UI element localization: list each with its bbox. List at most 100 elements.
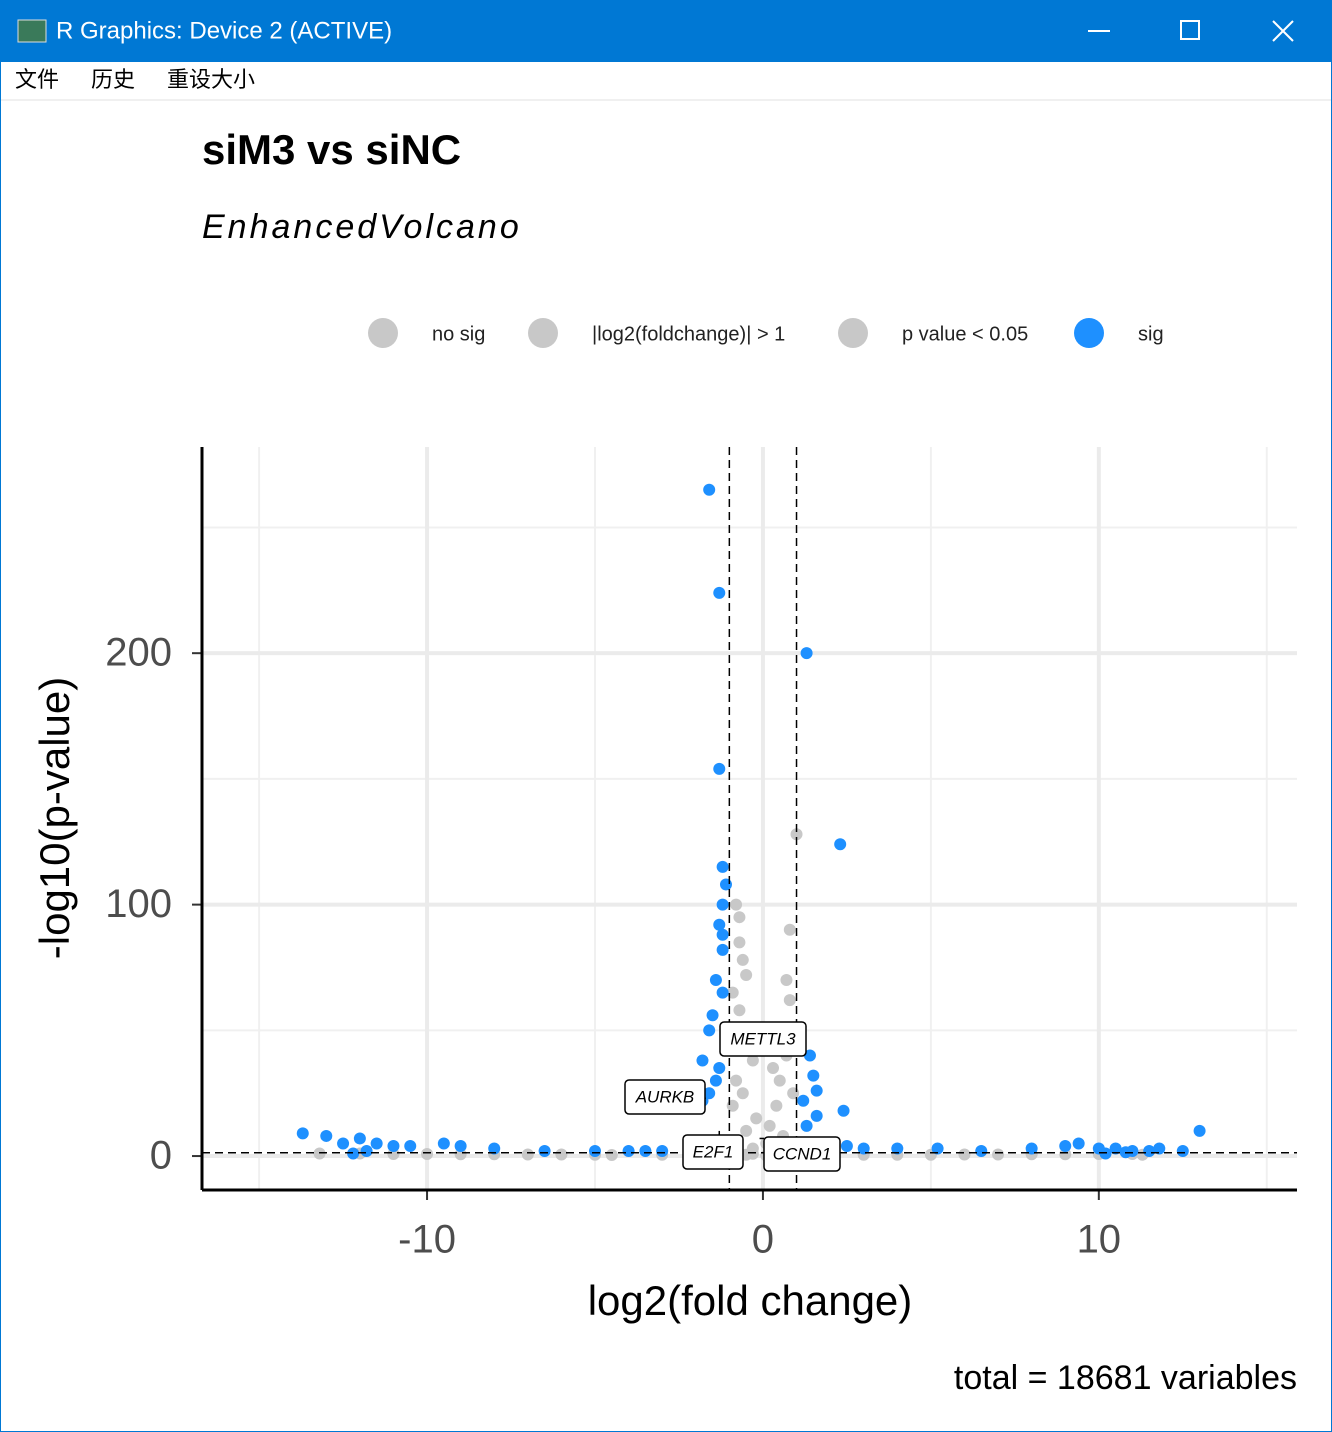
data-point — [834, 838, 847, 851]
data-point — [1059, 1139, 1072, 1152]
data-point — [622, 1145, 635, 1158]
data-point — [1025, 1142, 1038, 1155]
data-point — [454, 1139, 467, 1152]
window-title: R Graphics: Device 2 (ACTIVE) — [56, 17, 392, 44]
data-point — [713, 918, 726, 931]
data-point — [790, 828, 803, 841]
data-point — [733, 1004, 746, 1017]
legend-label: no sig — [432, 323, 485, 345]
data-point — [958, 1148, 971, 1161]
data-point — [767, 1062, 780, 1075]
data-point — [353, 1132, 366, 1145]
data-point — [797, 1094, 810, 1107]
annotation-label: AURKB — [635, 1087, 695, 1106]
y-tick-label: 100 — [105, 882, 172, 926]
data-point — [810, 1084, 823, 1097]
data-point — [656, 1145, 669, 1158]
data-point — [719, 878, 732, 891]
data-point — [1099, 1147, 1112, 1160]
annotation-label: METTL3 — [730, 1029, 796, 1048]
x-axis-label: log2(fold change) — [588, 1277, 913, 1324]
data-point — [730, 898, 743, 911]
y-tick-label: 200 — [105, 631, 172, 675]
data-point — [770, 1099, 783, 1112]
data-point — [387, 1139, 400, 1152]
menu-item[interactable]: 文件 — [15, 67, 59, 92]
data-point — [716, 928, 729, 941]
menu-item[interactable]: 历史 — [91, 67, 135, 92]
data-point — [360, 1145, 373, 1158]
data-point — [857, 1142, 870, 1155]
data-point — [703, 1024, 716, 1037]
data-point — [740, 969, 753, 982]
data-point — [639, 1145, 652, 1158]
chart-title: siM3 vs siNC — [202, 126, 461, 173]
data-point — [605, 1149, 618, 1162]
chart-subtitle: EnhancedVolcano — [202, 208, 522, 246]
data-point — [709, 1074, 722, 1087]
data-point — [713, 762, 726, 775]
data-point — [931, 1142, 944, 1155]
data-point — [783, 923, 796, 936]
data-point — [320, 1129, 333, 1142]
annotation-box — [624, 1079, 706, 1115]
data-point — [803, 1049, 816, 1062]
legend-label: p value < 0.05 — [902, 323, 1028, 345]
legend-marker — [368, 318, 398, 348]
data-point — [780, 974, 793, 987]
data-point — [555, 1148, 568, 1161]
app-icon — [17, 19, 47, 43]
data-point — [800, 1119, 813, 1132]
data-point — [787, 1087, 800, 1100]
data-point — [1109, 1142, 1122, 1155]
data-point — [891, 1142, 904, 1155]
annotation-label: E2F1 — [693, 1142, 734, 1161]
data-point — [713, 1062, 726, 1075]
maximize-button[interactable] — [1180, 20, 1200, 40]
data-point — [975, 1145, 988, 1158]
data-point — [773, 1074, 786, 1087]
data-point — [730, 1074, 743, 1087]
legend-marker — [528, 318, 558, 348]
data-point — [1072, 1137, 1085, 1150]
close-button[interactable] — [1272, 20, 1294, 42]
data-point — [783, 994, 796, 1007]
data-point — [370, 1137, 383, 1150]
data-point — [296, 1127, 309, 1140]
data-point — [736, 953, 749, 966]
data-point — [726, 1099, 739, 1112]
data-point — [437, 1137, 450, 1150]
data-point — [740, 1124, 753, 1137]
data-point — [716, 986, 729, 999]
x-tick-label: 10 — [1077, 1218, 1122, 1262]
data-point — [404, 1139, 417, 1152]
data-point — [746, 1054, 759, 1067]
data-point — [588, 1145, 601, 1158]
data-point — [716, 898, 729, 911]
data-point — [750, 1112, 763, 1125]
data-point — [521, 1148, 534, 1161]
annotation-box — [763, 1136, 841, 1172]
menu-bar — [1, 62, 1331, 100]
data-point — [703, 483, 716, 496]
data-point — [733, 911, 746, 924]
x-tick-label: 0 — [752, 1218, 774, 1262]
data-point — [800, 647, 813, 660]
annotation-box — [719, 1021, 807, 1057]
data-point — [713, 586, 726, 599]
data-point — [313, 1147, 326, 1160]
data-point — [538, 1145, 551, 1158]
data-point — [696, 1054, 709, 1067]
data-point — [1143, 1145, 1156, 1158]
legend-label: sig — [1138, 323, 1164, 345]
x-tick-label: -10 — [398, 1218, 456, 1262]
legend-marker — [1074, 318, 1104, 348]
data-point — [1059, 1148, 1072, 1161]
data-point — [709, 974, 722, 987]
caption: total = 18681 variables — [954, 1359, 1297, 1397]
data-point — [736, 1087, 749, 1100]
data-point — [421, 1148, 434, 1161]
menu-item[interactable]: 重设大小 — [167, 67, 255, 92]
legend-label: |log2(foldchange)| > 1 — [592, 323, 785, 345]
